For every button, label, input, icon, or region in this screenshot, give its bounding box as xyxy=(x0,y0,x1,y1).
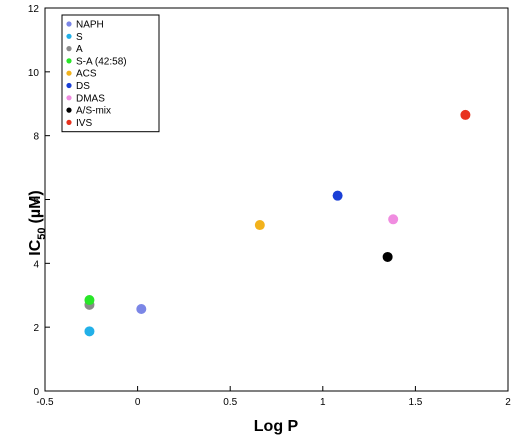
svg-text:IC50(µM): IC50 (µM) xyxy=(27,190,48,255)
legend-label: NAPH xyxy=(76,20,104,31)
y-axis-label: IC50 (µM) xyxy=(27,190,48,255)
data-point xyxy=(388,214,399,225)
x-tick-label: 2 xyxy=(505,397,511,408)
y-tick-label: 8 xyxy=(33,132,39,143)
x-tick-label: 0.5 xyxy=(223,397,237,408)
y-tick-label: 2 xyxy=(33,323,39,334)
data-point xyxy=(136,303,147,314)
legend-box xyxy=(61,14,160,133)
legend-marker xyxy=(66,70,72,76)
legend-marker xyxy=(66,107,72,113)
legend-label: IVS xyxy=(76,118,92,129)
x-tick-label: -0.5 xyxy=(36,397,54,408)
x-tick-label: 1.5 xyxy=(408,397,422,408)
y-axis-label-unit: (µM) xyxy=(27,190,44,223)
legend-marker xyxy=(66,58,72,64)
y-tick-label: 0 xyxy=(33,387,39,398)
legend-marker xyxy=(66,33,72,39)
legend-label: A/S-mix xyxy=(76,106,111,117)
y-axis-label-main: IC xyxy=(27,239,44,255)
legend-label: DS xyxy=(76,81,90,92)
data-point xyxy=(84,295,95,306)
legend-marker xyxy=(66,46,72,52)
y-tick-label: 6 xyxy=(33,196,39,207)
x-tick-label: 1 xyxy=(320,397,326,408)
x-axis: -0.5 0 0.5 1 1.5 2 xyxy=(36,386,511,408)
y-tick-label: 10 xyxy=(28,68,40,79)
y-tick-label: 12 xyxy=(28,4,40,15)
x-tick-label: 0 xyxy=(135,397,141,408)
data-point xyxy=(254,220,265,231)
data-point xyxy=(84,326,95,337)
legend-label: DMAS xyxy=(76,93,105,104)
y-axis-label-subscript: 50 xyxy=(36,227,48,239)
legend-marker xyxy=(66,21,72,27)
x-axis-label: Log P xyxy=(254,418,299,435)
legend-label: S-A (42:58) xyxy=(76,56,127,67)
data-points xyxy=(84,109,471,337)
legend-label: A xyxy=(76,44,83,55)
data-point xyxy=(332,190,343,201)
data-point xyxy=(382,251,393,262)
legend-label: S xyxy=(76,32,83,43)
legend-marker xyxy=(66,82,72,89)
y-tick-label: 4 xyxy=(33,259,39,270)
legend-marker xyxy=(66,95,72,101)
legend-marker xyxy=(66,119,72,125)
y-axis: 0 2 4 6 8 10 12 xyxy=(28,4,50,398)
data-point xyxy=(460,109,471,120)
legend-label: ACS xyxy=(76,69,97,80)
